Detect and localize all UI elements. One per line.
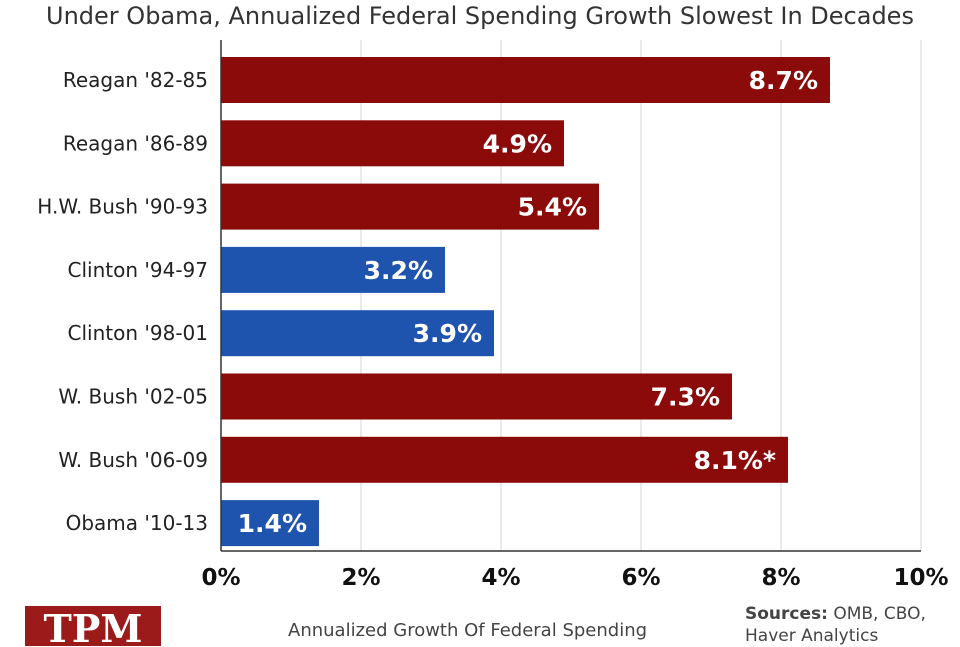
value-label-3: 3.2% (364, 256, 433, 285)
bar-chart: 8.7% 4.9% 5.4% 3.2% 3.9% 7.3% 8.1%* 1.4% 0% 2% 4%… (37, 40, 949, 591)
value-label-6: 8.1%* (694, 446, 776, 475)
bar-6 (221, 436, 788, 483)
bar-1 (221, 120, 564, 167)
x-tick-label-2: 4% (481, 565, 520, 591)
bar-4 (221, 310, 494, 357)
category-label-3: Clinton '94-97 (68, 258, 208, 282)
category-label-6: W. Bush '06-09 (58, 448, 208, 472)
category-label-7: Obama '10-13 (66, 511, 208, 535)
bar-7 (221, 500, 319, 547)
bar-2 (221, 183, 599, 230)
category-label-4: Clinton '98-01 (68, 321, 208, 345)
value-label-4: 3.9% (413, 319, 482, 348)
value-label-0: 8.7% (749, 66, 818, 95)
x-axis-title: Annualized Growth Of Federal Spending (288, 620, 648, 641)
category-label-5: W. Bush '02-05 (58, 385, 208, 409)
category-label-1: Reagan '86-89 (63, 131, 208, 155)
x-tick-label-4: 8% (761, 565, 800, 591)
value-label-2: 5.4% (518, 193, 587, 222)
value-label-7: 1.4% (238, 509, 307, 538)
bar-5 (221, 373, 732, 420)
x-tick-label-3: 6% (621, 565, 660, 591)
chart-title: Under Obama, Annualized Federal Spending… (46, 2, 914, 30)
bar-3 (221, 246, 445, 293)
category-label-0: Reagan '82-85 (63, 68, 208, 92)
value-label-1: 4.9% (483, 129, 552, 158)
sources-note: Sources: OMB, CBO, Haver Analytics (745, 603, 945, 647)
tpm-logo: TPM (25, 606, 161, 646)
x-tick-label-0: 0% (201, 565, 240, 591)
logo-text: TPM (43, 606, 143, 646)
category-label-2: H.W. Bush '90-93 (37, 195, 208, 219)
sources-label: Sources: (745, 604, 828, 624)
bar-0 (221, 57, 830, 103)
x-tick-label-1: 2% (341, 565, 380, 591)
x-tick-label-5: 10% (893, 565, 948, 591)
value-label-5: 7.3% (651, 383, 720, 412)
